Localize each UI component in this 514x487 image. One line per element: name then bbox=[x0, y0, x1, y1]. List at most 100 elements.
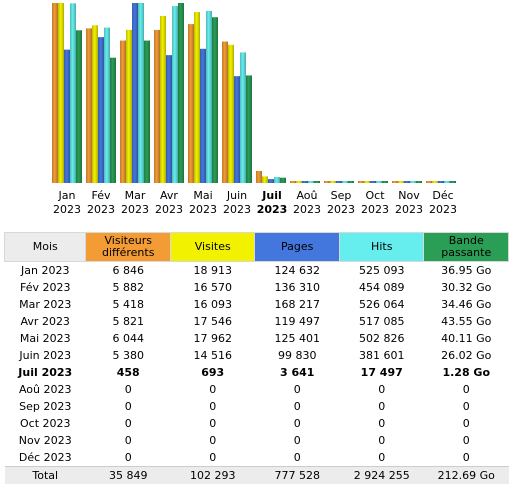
bar-bande-passante-5 bbox=[246, 75, 252, 183]
x-tick-month: Juin bbox=[226, 189, 247, 202]
cell-pages: 0 bbox=[293, 434, 301, 447]
cell-mois: Nov 2023 bbox=[18, 434, 72, 447]
header-mois: Mois bbox=[3, 232, 87, 262]
cell-visites: 0 bbox=[209, 434, 217, 447]
cell-hits: 526 064 bbox=[358, 298, 405, 311]
cell-bande-passante: 30.32 Go bbox=[441, 281, 492, 294]
cell-mois: Jan 2023 bbox=[21, 264, 70, 277]
bar-bande-passante-8 bbox=[348, 181, 354, 183]
cell-visites: 0 bbox=[209, 400, 217, 413]
cell-visiteurs: 0 bbox=[124, 434, 132, 447]
bar-pages-4 bbox=[200, 48, 206, 183]
monthly-stats-table: Mois Visiteurs différents Visites Pages … bbox=[3, 232, 509, 484]
cell-bande-passante: 0 bbox=[462, 400, 470, 413]
cell-visiteurs: 458 bbox=[116, 366, 140, 379]
bar-visites-6 bbox=[262, 176, 268, 183]
cell-visiteurs: 0 bbox=[124, 417, 132, 430]
cell-visiteurs: 6 044 bbox=[112, 332, 144, 345]
cell-visiteurs: 0 bbox=[124, 400, 132, 413]
bar-visiteurs-diff-rents-11 bbox=[426, 181, 432, 183]
bar-visiteurs-diff-rents-0 bbox=[52, 3, 58, 183]
bar-visiteurs-diff-rents-2 bbox=[120, 40, 126, 183]
cell-hits: 17 497 bbox=[360, 366, 403, 379]
bar-hits-2 bbox=[138, 3, 144, 183]
bar-visites-2 bbox=[126, 29, 132, 183]
bar-hits-7 bbox=[308, 181, 314, 183]
cell-visiteurs: 0 bbox=[124, 383, 132, 396]
cell-mois: Juil 2023 bbox=[18, 366, 73, 379]
x-tick-month: Oct bbox=[365, 189, 385, 202]
cell-visiteurs: 0 bbox=[124, 451, 132, 464]
cell-hits: 2 924 255 bbox=[339, 466, 424, 484]
bar-hits-8 bbox=[342, 181, 348, 183]
bar-visites-0 bbox=[58, 3, 64, 183]
x-tick-month: Nov bbox=[398, 189, 420, 202]
cell-mois: Fév 2023 bbox=[19, 281, 71, 294]
bar-visiteurs-diff-rents-5 bbox=[222, 41, 228, 183]
x-tick-year: 2023 bbox=[121, 203, 149, 216]
bar-hits-4 bbox=[206, 10, 212, 183]
cell-pages: 99 830 bbox=[277, 349, 317, 362]
bar-bande-passante-0 bbox=[76, 30, 82, 183]
bar-visites-5 bbox=[228, 44, 234, 183]
x-tick-month: Juil bbox=[261, 189, 281, 202]
cell-mois: Avr 2023 bbox=[20, 315, 70, 328]
cell-hits: 517 085 bbox=[358, 315, 405, 328]
bar-pages-0 bbox=[64, 49, 70, 184]
x-tick-year: 2023 bbox=[395, 203, 423, 216]
table-row-current: Juil 2023 458 693 3 641 17 497 1.28 Go bbox=[5, 364, 509, 381]
table-row: Avr 2023 5 821 17 546 119 497 517 085 43.55 G… bbox=[5, 313, 509, 330]
cell-mois: Total bbox=[4, 466, 86, 484]
cell-pages: 124 632 bbox=[274, 264, 320, 277]
table-row: Déc 2023 0 0 0 0 0 bbox=[5, 449, 509, 467]
x-tick-month: Avr bbox=[160, 189, 178, 202]
header-visites: Visites bbox=[169, 232, 256, 262]
bar-visites-10 bbox=[398, 181, 404, 183]
cell-bande-passante: 0 bbox=[462, 434, 470, 447]
cell-hits: 0 bbox=[378, 383, 386, 396]
cell-bande-passante: 40.11 Go bbox=[441, 332, 492, 345]
cell-visites: 18 913 bbox=[193, 264, 232, 277]
x-tick-year: 2023 bbox=[361, 203, 389, 216]
bar-visiteurs-diff-rents-8 bbox=[324, 181, 330, 183]
table-row: Mar 2023 5 418 16 093 168 217 526 064 34.46 G… bbox=[5, 296, 509, 313]
table-row: Oct 2023 0 0 0 0 0 bbox=[5, 415, 509, 432]
cell-mois: Mai 2023 bbox=[19, 332, 71, 345]
bar-pages-6 bbox=[268, 179, 274, 183]
cell-bande-passante: 0 bbox=[462, 383, 470, 396]
bar-bande-passante-2 bbox=[144, 40, 150, 183]
bar-visites-8 bbox=[330, 181, 336, 183]
bar-visiteurs-diff-rents-7 bbox=[290, 181, 296, 183]
bar-pages-8 bbox=[336, 181, 342, 183]
header-visiteurs-line1: Visiteurs bbox=[104, 234, 152, 247]
cell-mois: Juin 2023 bbox=[19, 349, 72, 362]
cell-hits: 454 089 bbox=[358, 281, 405, 294]
cell-visites: 16 570 bbox=[193, 281, 232, 294]
cell-hits: 0 bbox=[378, 400, 386, 413]
cell-visiteurs: 35 849 bbox=[85, 466, 171, 484]
x-tick-month: Sep bbox=[331, 189, 352, 202]
header-pages: Pages bbox=[254, 232, 340, 262]
cell-bande-passante: 0 bbox=[462, 451, 470, 464]
cell-bande-passante: 34.46 Go bbox=[441, 298, 492, 311]
cell-visites: 0 bbox=[209, 383, 217, 396]
cell-visiteurs: 5 418 bbox=[112, 298, 144, 311]
cell-hits: 381 601 bbox=[358, 349, 405, 362]
cell-pages: 777 528 bbox=[254, 466, 340, 484]
bar-hits-9 bbox=[376, 181, 382, 183]
cell-pages: 168 217 bbox=[274, 298, 320, 311]
table-row-total: Total 35 849 102 293 777 528 2 924 255 212.69… bbox=[4, 466, 509, 484]
cell-bande-passante: 43.55 Go bbox=[441, 315, 492, 328]
cell-visites: 0 bbox=[209, 451, 217, 464]
header-bande-line2: passante bbox=[441, 246, 492, 259]
cell-visites: 17 546 bbox=[193, 315, 232, 328]
bar-hits-0 bbox=[70, 3, 76, 183]
cell-mois: Sep 2023 bbox=[19, 400, 72, 413]
bar-bande-passante-11 bbox=[450, 181, 456, 183]
x-tick-year: 2023 bbox=[327, 203, 355, 216]
table-row: Nov 2023 0 0 0 0 0 bbox=[5, 432, 509, 449]
header-visiteurs-line2: différents bbox=[102, 246, 155, 259]
cell-bande-passante: 212.69 Go bbox=[423, 466, 509, 484]
cell-visites: 693 bbox=[201, 366, 225, 379]
bar-hits-1 bbox=[104, 27, 110, 184]
